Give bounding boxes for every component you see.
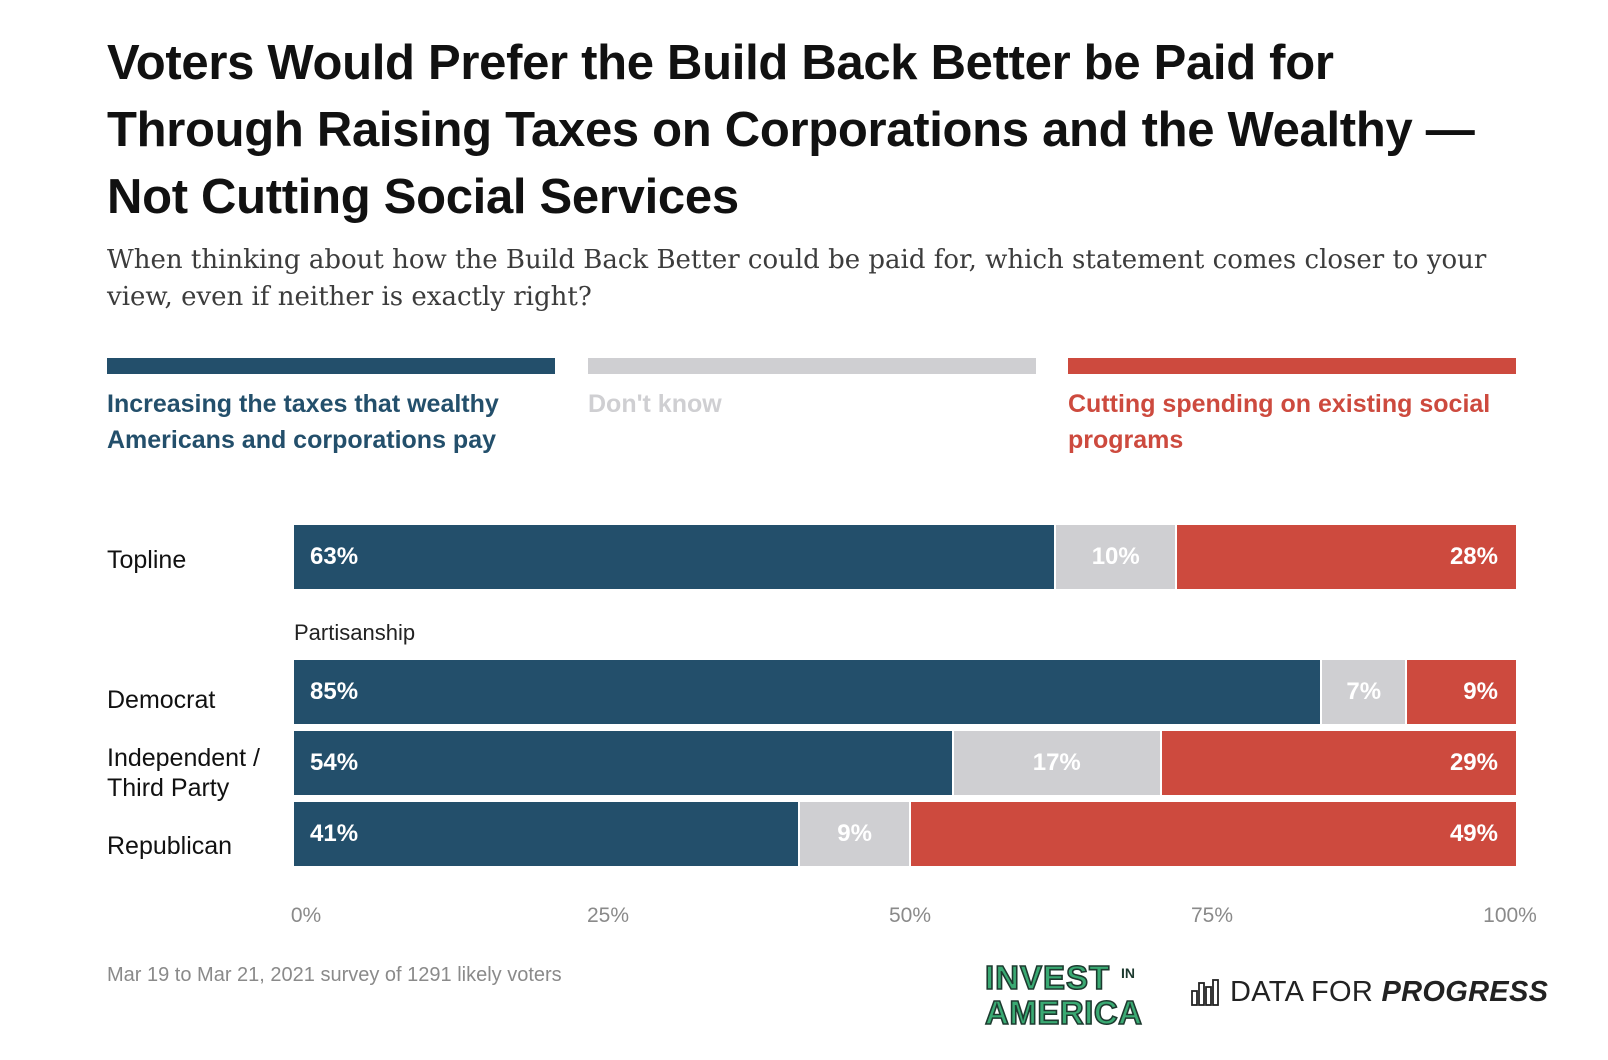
pay-segment: 85% <box>294 660 1323 724</box>
data-label: 9% <box>837 820 872 847</box>
legend-item-pay: Increasing the taxes that wealthy Americ… <box>107 358 555 458</box>
data-label: 85% <box>310 678 359 705</box>
legend-label-cut: Cutting spending on existing social prog… <box>1068 390 1491 454</box>
dfp-prefix: DATA FOR <box>1230 975 1382 1008</box>
legend-label-dont-know: Don't know <box>588 390 722 418</box>
pay-segment: 41% <box>294 802 801 866</box>
data-label: 7% <box>1346 678 1382 705</box>
dfp-suffix: PROGRESS <box>1381 975 1549 1008</box>
x-tick-label: 0% <box>290 904 322 927</box>
data-label: 41% <box>310 820 359 847</box>
legend-swatch-dont-know <box>588 358 1036 374</box>
invest-in-america-logo: INVEST IN AMERICA <box>984 958 1143 1028</box>
x-tick-label: 100% <box>1483 904 1537 927</box>
row-label-republican: Republican <box>107 832 233 860</box>
logo-invest-text: INVEST <box>985 959 1110 996</box>
dont-know-segment: 7% <box>1322 660 1408 724</box>
chart-title: Voters Would Prefer the Build Back Bette… <box>107 36 1475 224</box>
pay-segment: 63% <box>294 525 1057 589</box>
data-label: 9% <box>1463 678 1498 705</box>
data-label: 10% <box>1091 543 1140 570</box>
dont-know-segment: 10% <box>1056 525 1178 589</box>
x-tick-label: 25% <box>586 904 630 927</box>
cut-segment: 49% <box>911 802 1516 866</box>
row-label-topline: Topline <box>107 546 187 574</box>
logo-america-text: AMERICA <box>985 994 1143 1028</box>
bar-row-topline: 63% 10% 28% <box>294 525 1516 589</box>
bar-row-independent: 54% 17% 29% <box>294 731 1516 795</box>
cut-segment: 9% <box>1407 660 1516 724</box>
legend-label-pay: Increasing the taxes that wealthy Americ… <box>107 390 499 454</box>
dont-know-segment: 17% <box>953 731 1162 795</box>
legend-item-cut: Cutting spending on existing social prog… <box>1068 358 1516 458</box>
data-label: 28% <box>1449 543 1498 570</box>
dfp-wordmark: DATA FOR PROGRESS <box>1230 976 1548 1009</box>
bar-row-democrat: 85% 7% 9% <box>294 660 1516 724</box>
data-label: 54% <box>310 749 359 776</box>
group-label-partisanship: Partisanship <box>294 620 416 645</box>
logo-in-text: IN <box>1121 965 1135 981</box>
bar-row-republican: 41% 9% 49% <box>294 802 1516 866</box>
row-label-independent: Independent / Third Party <box>107 744 260 802</box>
data-for-progress-logo: DATA FOR PROGRESS <box>1190 972 1548 1012</box>
data-label: 29% <box>1449 749 1498 776</box>
bar-chart-icon <box>1191 979 1219 1006</box>
cut-segment: 29% <box>1161 731 1516 795</box>
legend-swatch-pay <box>107 358 555 374</box>
data-label: 17% <box>1032 749 1081 776</box>
row-label-democrat: Democrat <box>107 686 216 714</box>
chart-subtitle: When thinking about how the Build Back B… <box>107 245 1487 312</box>
dont-know-segment: 9% <box>800 802 912 866</box>
data-label: 49% <box>1449 820 1498 847</box>
x-tick-label: 75% <box>1190 904 1234 927</box>
pay-segment: 54% <box>294 731 954 795</box>
legend-swatch-cut <box>1068 358 1516 374</box>
data-label: 63% <box>310 543 359 570</box>
cut-segment: 28% <box>1177 525 1516 589</box>
x-tick-label: 50% <box>888 904 932 927</box>
legend-item-dont-know: Don't know <box>588 358 1036 422</box>
survey-footnote: Mar 19 to Mar 21, 2021 survey of 1291 li… <box>107 964 562 986</box>
